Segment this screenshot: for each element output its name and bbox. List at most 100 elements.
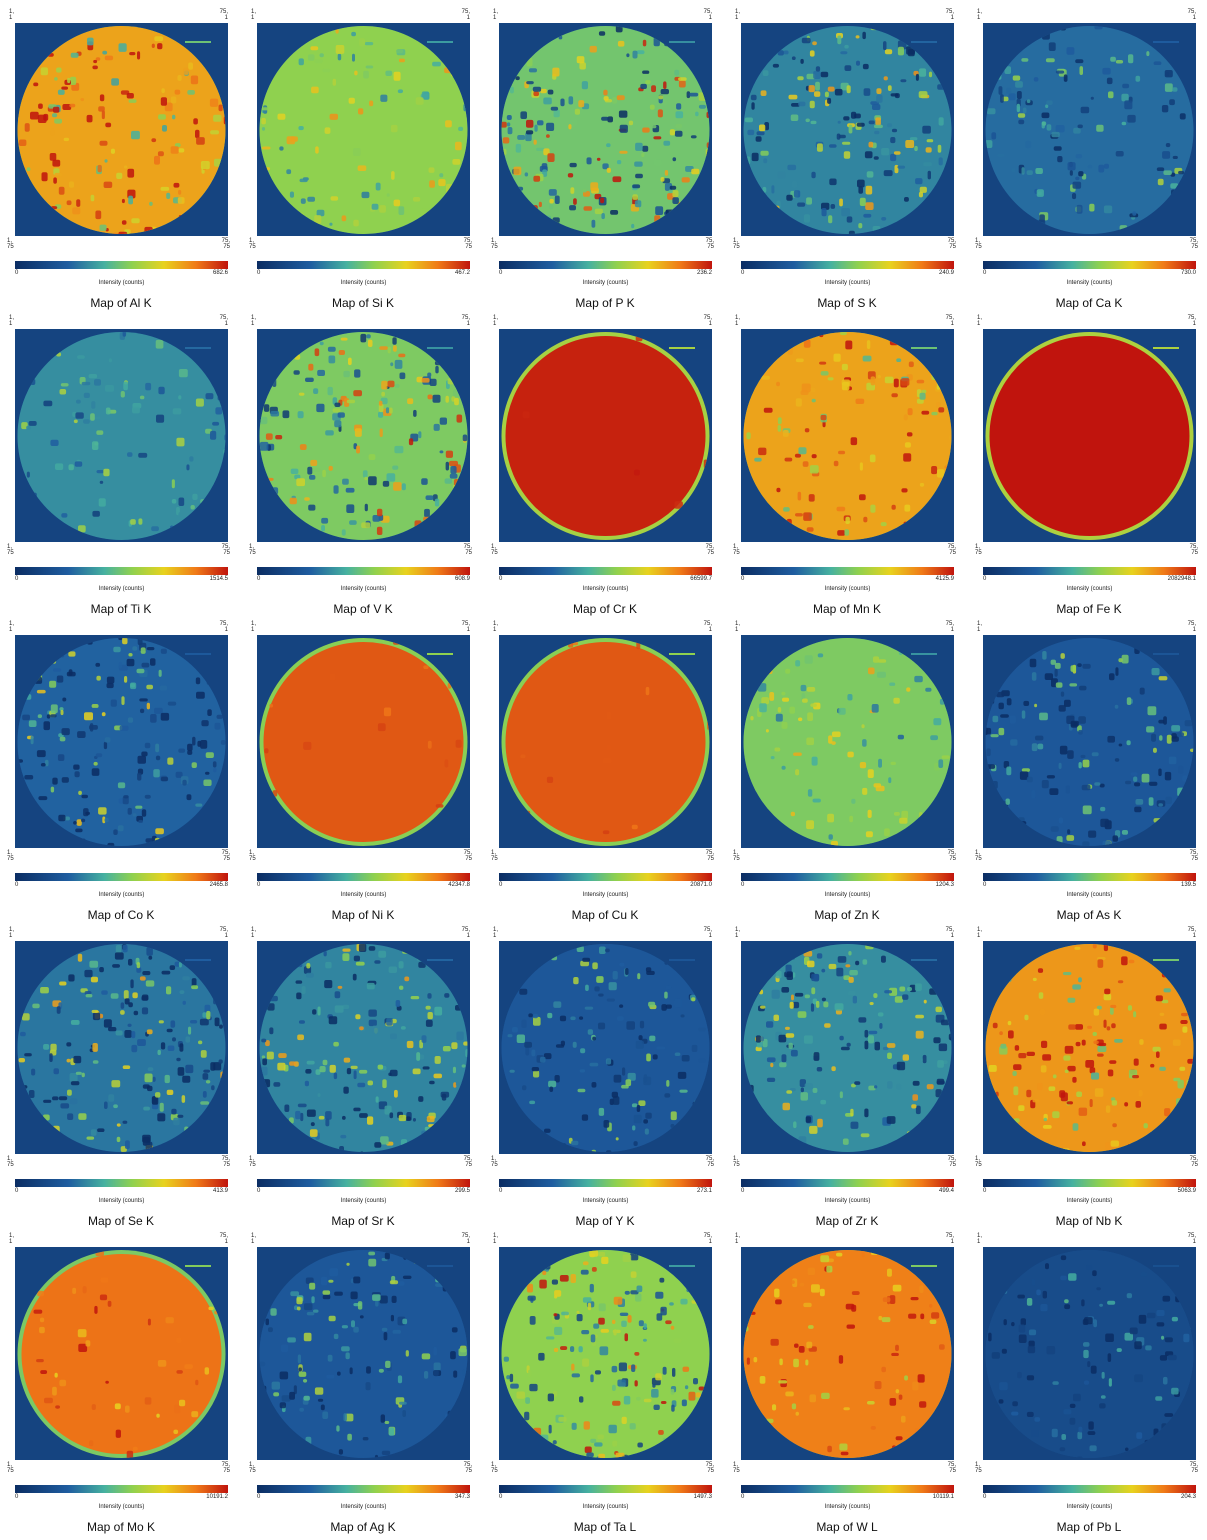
corner-label-bottom-right: 75, 75: [947, 1462, 956, 1474]
colorbar-min-label: 0: [741, 270, 745, 276]
element-map-panel: 1, 1 75, 1 1, 75 75, 75 0 236.2 Intensity (cou…: [484, 0, 726, 310]
intensity-map-svg: [15, 23, 228, 236]
corner-label-bottom-right: 75, 75: [463, 1156, 472, 1168]
sample-disk: [17, 944, 226, 1152]
colorbar-min-label: 0: [499, 576, 503, 582]
colorbar-axis-label: Intensity (counts): [98, 1198, 145, 1204]
corner-label-top-right: 75, 1: [219, 315, 228, 327]
colorbar-min-label: 0: [741, 882, 745, 888]
corner-label-bottom-left: 1, 75: [7, 1462, 14, 1474]
corner-label-bottom-left: 1, 75: [491, 1156, 498, 1168]
colorbar-min-label: 0: [499, 882, 503, 888]
map-title: Map of Zn K: [814, 908, 880, 922]
colorbar-min-label: 0: [741, 1188, 745, 1194]
colorbar: [741, 1179, 954, 1187]
corner-label-bottom-left: 1, 75: [7, 238, 14, 250]
corner-label-bottom-left: 1, 75: [733, 238, 740, 250]
corner-label-top-right: 75, 1: [945, 927, 954, 939]
element-map-panel: 1, 1 75, 1 1, 75 75, 75 0 10119.1 Intensity (c…: [726, 1224, 968, 1534]
colorbar-axis-label: Intensity (counts): [582, 1198, 629, 1204]
sample-disk: [259, 26, 468, 234]
sample-disk: [259, 1250, 468, 1458]
map-title: Map of Cu K: [571, 908, 639, 922]
colorbar-axis-label: Intensity (counts): [98, 586, 145, 592]
map-title: Map of Si K: [331, 296, 395, 310]
map-title: Map of Ni K: [331, 908, 395, 922]
colorbar-axis-label: Intensity (counts): [340, 892, 387, 898]
corner-label-bottom-left: 1, 75: [975, 850, 982, 862]
corner-label-top-right: 75, 1: [219, 621, 228, 633]
intensity-map: [15, 23, 228, 236]
corner-label-top-right: 75, 1: [703, 9, 712, 21]
intensity-speckles: [259, 27, 468, 234]
sample-disk: [985, 26, 1194, 234]
intensity-map: [257, 635, 470, 848]
sample-disk: [259, 332, 468, 540]
map-title: Map of P K: [575, 296, 635, 310]
colorbar: [15, 261, 228, 269]
intensity-map: [741, 635, 954, 848]
map-title: Map of Ta L: [573, 1520, 637, 1534]
colorbar-axis-label: Intensity (counts): [582, 1504, 629, 1510]
intensity-map-svg: [15, 1247, 228, 1460]
element-map-panel: 1, 1 75, 1 1, 75 75, 75 0 1497.3 Intensity (co…: [484, 1224, 726, 1534]
colorbar-max-label: 467.2: [454, 270, 470, 276]
corner-label-bottom-left: 1, 75: [491, 238, 498, 250]
intensity-map-svg: [499, 23, 712, 236]
colorbar-axis-label: Intensity (counts): [98, 892, 145, 898]
sample-artifact: [911, 1265, 937, 1267]
sample-disk: [505, 336, 706, 536]
corner-label-top-left: 1, 1: [493, 9, 499, 21]
colorbar-axis-label: Intensity (counts): [340, 586, 387, 592]
sample-artifact: [427, 41, 453, 43]
colorbar-min-label: 0: [983, 576, 987, 582]
corner-label-bottom-left: 1, 75: [975, 544, 982, 556]
sample-artifact: [669, 1265, 695, 1267]
colorbar: [257, 1485, 470, 1493]
corner-label-top-left: 1, 1: [977, 621, 983, 633]
corner-label-bottom-right: 75, 75: [705, 238, 714, 250]
sample-artifact: [185, 959, 211, 961]
intensity-map-svg: [983, 1247, 1196, 1460]
colorbar-min-label: 0: [15, 882, 19, 888]
intensity-map: [741, 941, 954, 1154]
sample-artifact: [911, 41, 937, 43]
corner-label-bottom-right: 75, 75: [1189, 850, 1198, 862]
intensity-map-svg: [983, 23, 1196, 236]
map-title: Map of As K: [1056, 908, 1122, 922]
intensity-map-svg: [499, 1247, 712, 1460]
element-map-panel: 1, 1 75, 1 1, 75 75, 75 0 273.1 Intensity (cou…: [484, 918, 726, 1228]
corner-label-bottom-left: 1, 75: [249, 544, 256, 556]
colorbar: [257, 567, 470, 575]
colorbar: [741, 261, 954, 269]
corner-label-top-right: 75, 1: [703, 621, 712, 633]
colorbar-max-label: 299.5: [454, 1188, 470, 1194]
sample-artifact: [911, 959, 937, 961]
corner-label-top-right: 75, 1: [945, 621, 954, 633]
colorbar: [741, 1485, 954, 1493]
element-map-panel: 1, 1 75, 1 1, 75 75, 75 0 240.9 Intensity (cou…: [726, 0, 968, 310]
intensity-map-svg: [15, 329, 228, 542]
colorbar-axis-label: Intensity (counts): [1066, 1198, 1113, 1204]
intensity-map-svg: [15, 635, 228, 848]
corner-label-bottom-left: 1, 75: [7, 1156, 14, 1168]
colorbar-min-label: 0: [257, 882, 261, 888]
corner-label-bottom-right: 75, 75: [463, 544, 472, 556]
intensity-map: [983, 941, 1196, 1154]
corner-label-top-right: 75, 1: [945, 1233, 954, 1245]
corner-label-top-right: 75, 1: [461, 1233, 470, 1245]
colorbar-min-label: 0: [15, 576, 19, 582]
sample-artifact: [669, 653, 695, 655]
sample-disk: [743, 26, 952, 234]
colorbar-max-label: 347.3: [454, 1494, 470, 1500]
sample-artifact: [1153, 1265, 1179, 1267]
corner-label-top-left: 1, 1: [493, 927, 499, 939]
corner-label-top-right: 75, 1: [1187, 927, 1196, 939]
sample-artifact: [911, 653, 937, 655]
colorbar: [983, 567, 1196, 575]
corner-label-top-left: 1, 1: [9, 1233, 15, 1245]
corner-label-bottom-right: 75, 75: [705, 544, 714, 556]
sample-artifact: [1153, 653, 1179, 655]
colorbar-min-label: 0: [257, 1188, 261, 1194]
map-title: Map of Ca K: [1055, 296, 1123, 310]
